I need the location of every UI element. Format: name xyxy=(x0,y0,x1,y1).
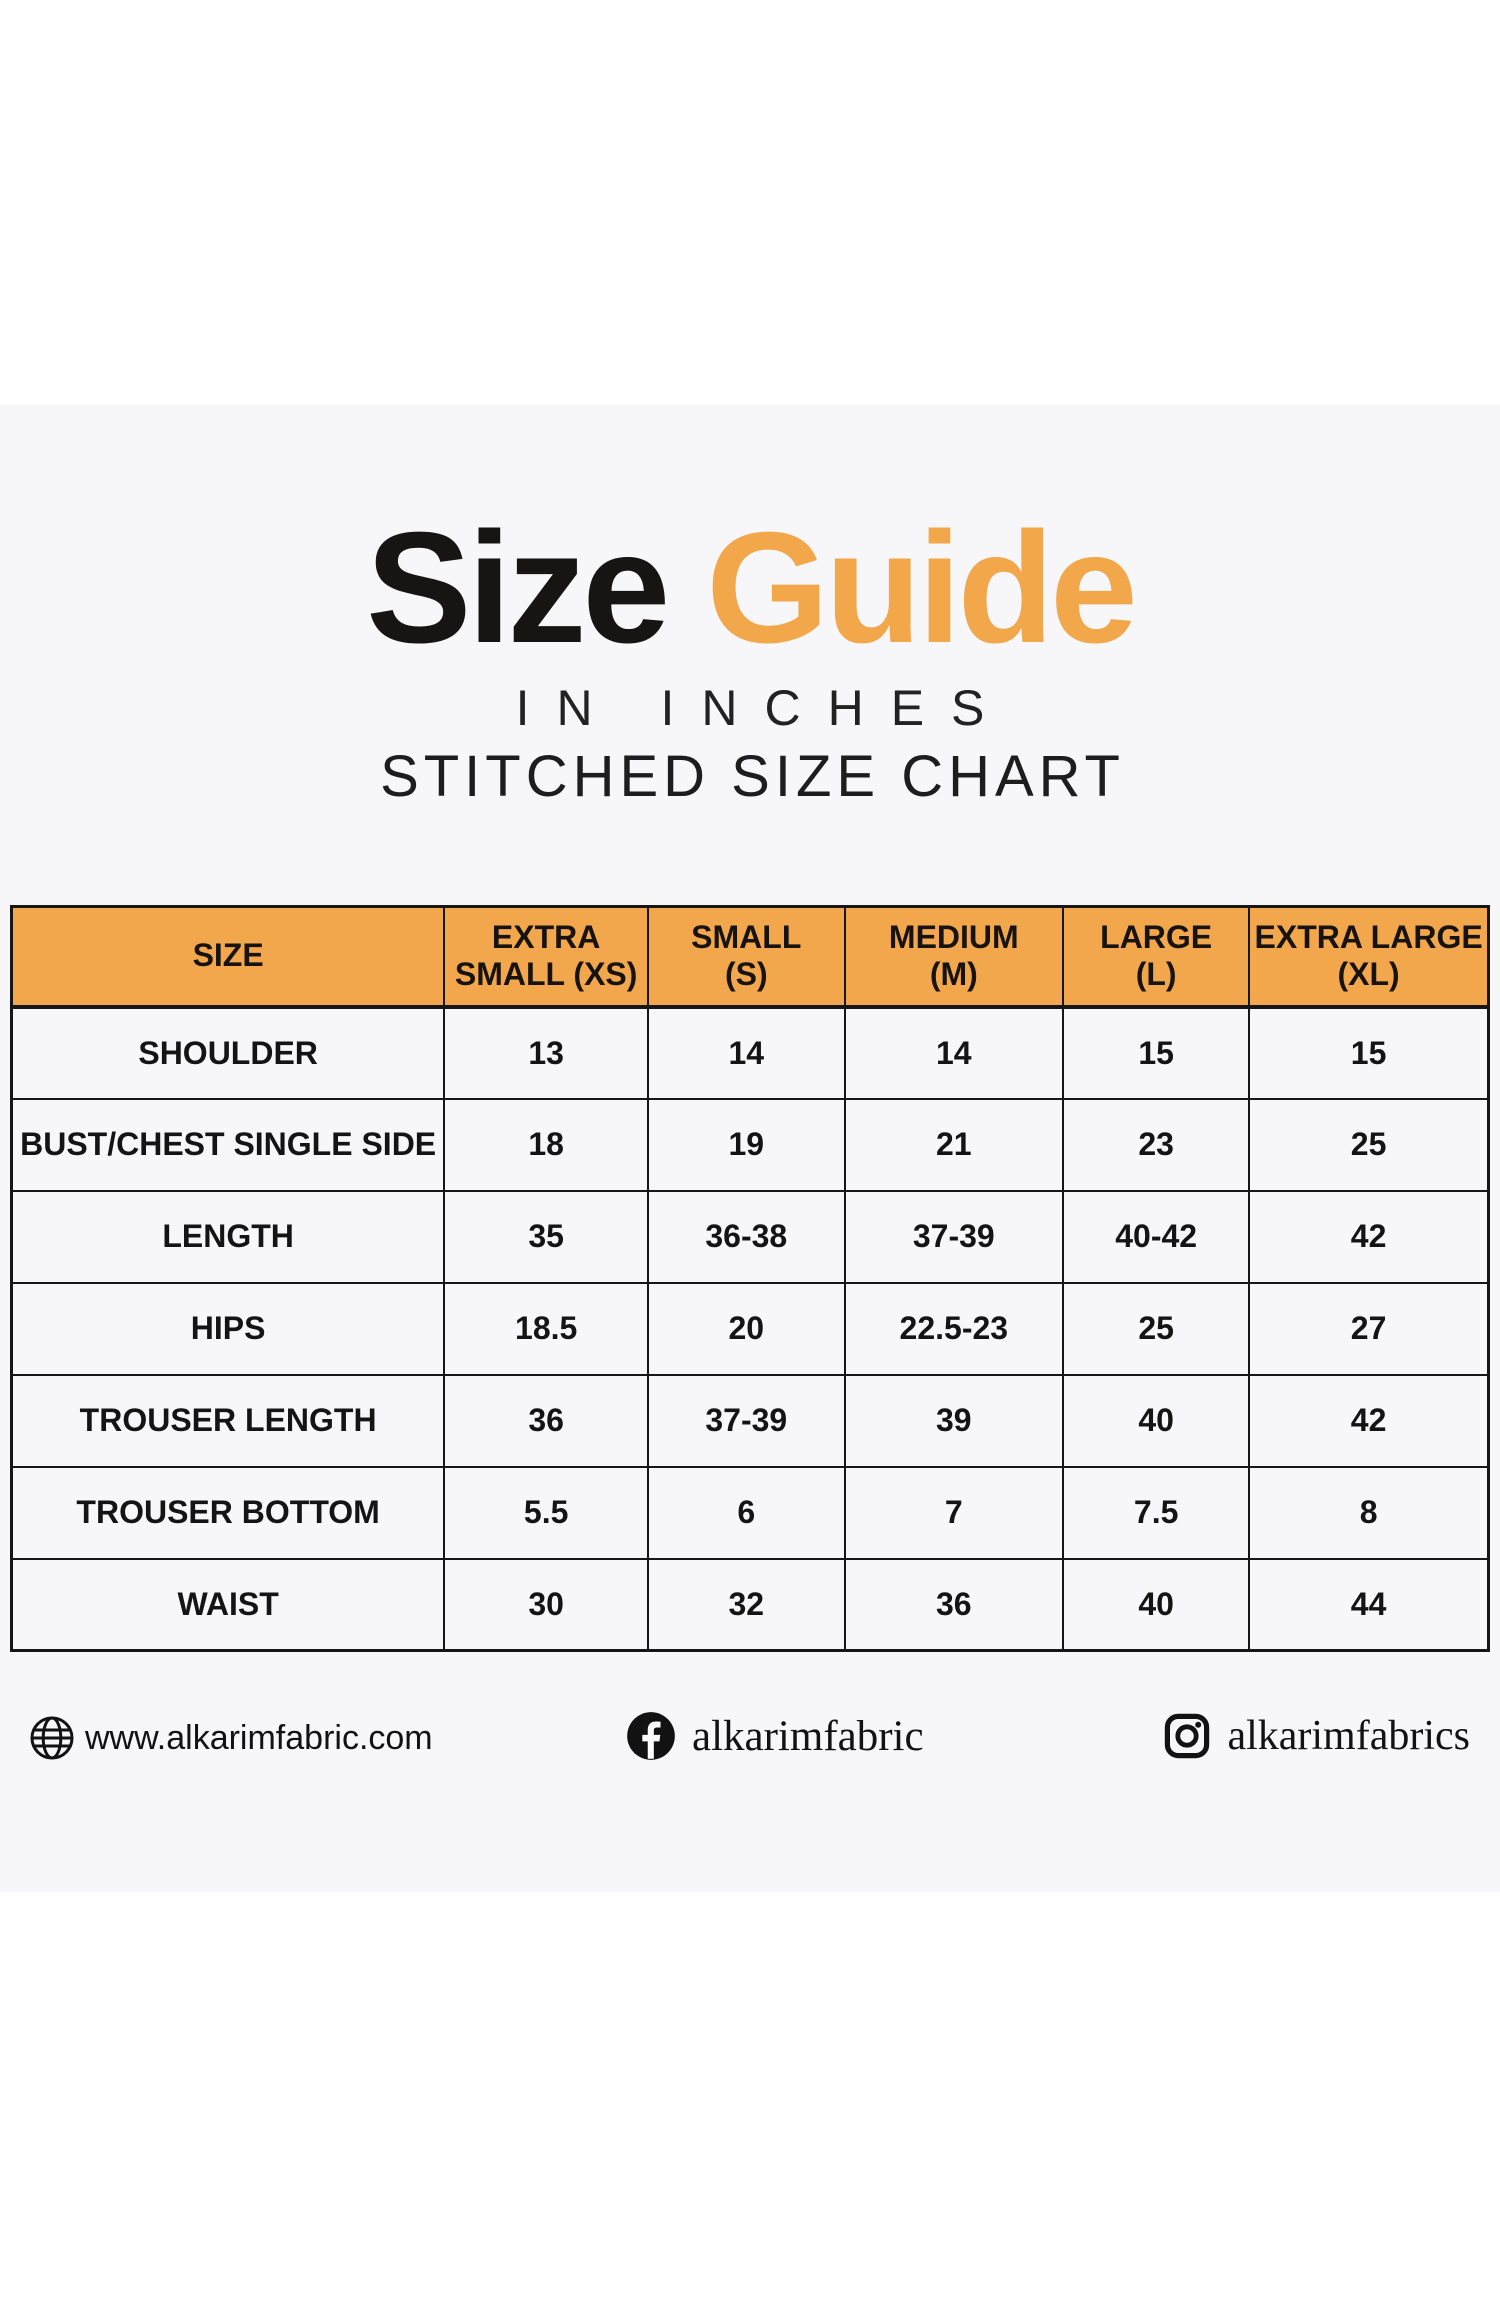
table-header-row: SIZE EXTRA SMALL (XS) SMALL (S) MEDIUM (M) … xyxy=(10,905,1490,1009)
cell-value: 37-39 xyxy=(647,1373,846,1468)
cell-value: 19 xyxy=(647,1097,846,1192)
cell-value: 36-38 xyxy=(647,1189,846,1284)
size-chart-table: SIZE EXTRA SMALL (XS) SMALL (S) MEDIUM (M) … xyxy=(10,905,1490,1652)
cell-value: 35 xyxy=(443,1189,650,1284)
footer: www.alkarimfabric.com alkarimfabric alka… xyxy=(0,1708,1500,1788)
row-label: HIPS xyxy=(10,1281,446,1376)
row-label: TROUSER BOTTOM xyxy=(10,1465,446,1560)
title-word-size: Size xyxy=(366,500,670,676)
cell-value: 23 xyxy=(1062,1097,1251,1192)
cell-value: 42 xyxy=(1248,1189,1490,1284)
cell-value: 14 xyxy=(647,1005,846,1100)
header-small: SMALL (S) xyxy=(647,905,846,1009)
cell-value: 22.5-23 xyxy=(843,1281,1065,1376)
website-url: www.alkarimfabric.com xyxy=(85,1718,433,1757)
table-row: LENGTH 35 36-38 37-39 40-42 42 xyxy=(10,1189,1490,1284)
header-large: LARGE (L) xyxy=(1062,905,1251,1009)
row-label: WAIST xyxy=(10,1557,446,1652)
subtitle-chart-name: STITCHED SIZE CHART xyxy=(380,744,1125,809)
cell-value: 25 xyxy=(1062,1281,1251,1376)
poster-content: Size Guide IN INCHES STITCHED SIZE CHART… xyxy=(0,405,1500,1892)
cell-value: 42 xyxy=(1248,1373,1490,1468)
cell-value: 15 xyxy=(1062,1005,1251,1100)
instagram-icon xyxy=(1165,1713,1210,1759)
cell-value: 5.5 xyxy=(443,1465,650,1560)
cell-value: 15 xyxy=(1248,1005,1490,1100)
facebook-handle: alkarimfabric xyxy=(692,1712,924,1760)
cell-value: 39 xyxy=(843,1373,1065,1468)
cell-value: 36 xyxy=(843,1557,1065,1652)
instagram-link: alkarimfabrics xyxy=(1163,1712,1470,1760)
globe-icon xyxy=(30,1716,74,1760)
row-label: BUST/CHEST SINGLE SIDE xyxy=(10,1097,446,1192)
row-label: LENGTH xyxy=(10,1189,446,1284)
cell-value: 7.5 xyxy=(1062,1465,1251,1560)
cell-value: 27 xyxy=(1248,1281,1490,1376)
header-extra-small: EXTRA SMALL (XS) xyxy=(443,905,650,1009)
cell-value: 7 xyxy=(843,1465,1065,1560)
table-row: TROUSER LENGTH 36 37-39 39 40 42 xyxy=(10,1373,1490,1468)
cell-value: 25 xyxy=(1248,1097,1490,1192)
cell-value: 14 xyxy=(843,1005,1065,1100)
website-link: www.alkarimfabric.com xyxy=(28,1714,433,1762)
table-row: BUST/CHEST SINGLE SIDE 18 19 21 23 25 xyxy=(10,1097,1490,1192)
table-row: WAIST 30 32 36 40 44 xyxy=(10,1557,1490,1652)
page-title: Size Guide xyxy=(0,509,1500,667)
cell-value: 36 xyxy=(443,1373,650,1468)
table-row: HIPS 18.5 20 22.5-23 25 27 xyxy=(10,1281,1490,1376)
table-row: SHOULDER 13 14 14 15 15 xyxy=(10,1005,1490,1100)
cell-value: 44 xyxy=(1248,1557,1490,1652)
subtitle-units: IN INCHES xyxy=(515,680,1012,736)
cell-value: 30 xyxy=(443,1557,650,1652)
cell-value: 32 xyxy=(647,1557,846,1652)
header-medium: MEDIUM (M) xyxy=(843,905,1065,1009)
row-label: TROUSER LENGTH xyxy=(10,1373,446,1468)
header-extra-large: EXTRA LARGE (XL) xyxy=(1248,905,1490,1009)
cell-value: 21 xyxy=(843,1097,1065,1192)
cell-value: 40 xyxy=(1062,1557,1251,1652)
cell-value: 40-42 xyxy=(1062,1189,1251,1284)
instagram-handle: alkarimfabrics xyxy=(1227,1713,1470,1759)
cell-value: 20 xyxy=(647,1281,846,1376)
cell-value: 18 xyxy=(443,1097,650,1192)
cell-value: 37-39 xyxy=(843,1189,1065,1284)
cell-value: 6 xyxy=(647,1465,846,1560)
cell-value: 40 xyxy=(1062,1373,1251,1468)
cell-value: 8 xyxy=(1248,1465,1490,1560)
facebook-icon xyxy=(627,1712,675,1760)
header-size: SIZE xyxy=(10,905,446,1009)
cell-value: 18.5 xyxy=(443,1281,650,1376)
title-word-guide: Guide xyxy=(706,500,1138,676)
row-label: SHOULDER xyxy=(10,1005,446,1100)
cell-value: 13 xyxy=(443,1005,650,1100)
table-row: TROUSER BOTTOM 5.5 6 7 7.5 8 xyxy=(10,1465,1490,1560)
facebook-link: alkarimfabric xyxy=(625,1710,924,1762)
